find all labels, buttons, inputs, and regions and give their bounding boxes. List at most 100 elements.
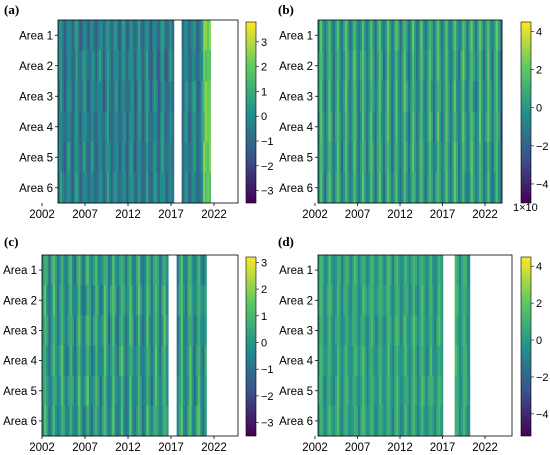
heatmap-cell — [472, 172, 476, 204]
heatmap-cell — [54, 315, 58, 346]
heatmap-cell — [181, 20, 185, 51]
heatmap-cell — [393, 345, 397, 377]
heatmap-cell — [120, 405, 124, 437]
heatmap-cell — [412, 345, 416, 377]
x-tick-label: 2007 — [345, 442, 371, 454]
heatmap-cell — [341, 285, 344, 316]
heatmap-cell — [454, 345, 458, 377]
heatmap-cell — [377, 255, 380, 286]
heatmap-cell — [334, 375, 338, 407]
heatmap-cell — [406, 345, 410, 377]
heatmap-cell — [427, 405, 431, 437]
heatmap-cell — [87, 172, 90, 204]
heatmap-cell — [104, 20, 108, 51]
heatmap-cell — [326, 81, 329, 112]
heatmap-cell — [91, 81, 94, 112]
heatmap-cell — [167, 172, 170, 204]
heatmap-cell — [445, 81, 449, 112]
heatmap-cell — [118, 142, 122, 173]
y-tick-label: Area 2 — [279, 61, 313, 73]
heatmap-cell — [384, 50, 388, 82]
heatmap-cell — [368, 50, 371, 82]
heatmap-cell — [433, 50, 436, 82]
heatmap-cell — [382, 81, 386, 112]
heatmap-cell — [199, 172, 202, 204]
heatmap-cell — [322, 50, 325, 82]
heatmap-cell — [426, 111, 430, 143]
heatmap-cell — [130, 20, 133, 51]
heatmap-cell — [328, 285, 332, 316]
heatmap-cell — [56, 375, 60, 407]
heatmap-cell — [357, 172, 361, 204]
heatmap-cell — [387, 345, 391, 377]
heatmap-cell — [445, 50, 449, 82]
heatmap-cell — [398, 345, 401, 377]
heatmap-cell — [451, 111, 455, 143]
heatmap-cell — [135, 255, 139, 286]
heatmap-cell — [80, 285, 83, 316]
heatmap-cell — [116, 315, 120, 346]
heatmap-cell — [86, 345, 90, 377]
heatmap-cell — [59, 50, 63, 82]
heatmap-cell — [85, 50, 88, 82]
heatmap-cell — [456, 255, 460, 286]
heatmap-cell — [65, 255, 68, 286]
heatmap-cell — [110, 111, 114, 143]
heatmap-cell — [189, 315, 192, 346]
heatmap-cell — [399, 172, 403, 204]
heatmap-cell — [204, 345, 207, 377]
heatmap-cell — [195, 111, 198, 143]
heatmap-cell — [463, 375, 466, 407]
heatmap-cell — [103, 315, 107, 346]
heatmap-cell — [419, 345, 422, 377]
heatmap-cell — [403, 142, 407, 173]
heatmap-cell — [122, 81, 125, 112]
heatmap-cell — [360, 405, 363, 437]
heatmap-cell — [103, 285, 107, 316]
heatmap-cell — [358, 405, 361, 437]
heatmap-cell — [101, 375, 105, 407]
heatmap-cell — [193, 375, 197, 407]
heatmap-cell — [50, 315, 54, 346]
heatmap-cell — [343, 111, 346, 143]
heatmap-cell — [399, 142, 403, 173]
heatmap-cell — [398, 285, 401, 316]
heatmap-cell — [328, 81, 331, 112]
heatmap-cell — [343, 405, 346, 437]
y-tick-label: Area 1 — [279, 265, 313, 277]
heatmap-cell — [91, 111, 94, 143]
heatmap-cell — [456, 81, 459, 112]
heatmap-cell — [71, 172, 75, 204]
heatmap-cell — [131, 285, 135, 316]
heatmap-cell — [353, 255, 357, 286]
heatmap-cell — [159, 50, 163, 82]
heatmap-cell — [131, 255, 135, 286]
heatmap-cell — [135, 315, 139, 346]
heatmap-cell — [99, 81, 102, 112]
heatmap-cell — [499, 50, 503, 82]
heatmap-cell — [193, 111, 196, 143]
heatmap-cell — [161, 345, 164, 377]
heatmap-cell — [421, 405, 424, 437]
heatmap-cell — [155, 20, 159, 51]
heatmap-cell — [391, 405, 395, 437]
heatmap-cell — [334, 142, 338, 173]
heatmap-cell — [127, 345, 130, 377]
heatmap-cell — [366, 375, 370, 407]
heatmap-cell — [382, 50, 386, 82]
heatmap-cell — [347, 20, 350, 51]
heatmap-cell — [122, 285, 126, 316]
heatmap-cell — [185, 50, 188, 82]
heatmap-cell — [112, 345, 115, 377]
heatmap-cell — [161, 111, 165, 143]
heatmap-cell — [200, 315, 203, 346]
plot-frame — [317, 19, 503, 204]
heatmap-cell — [187, 405, 190, 437]
heatmap-cell — [67, 81, 71, 112]
heatmap-cell — [118, 50, 122, 82]
heatmap-cell — [69, 142, 73, 173]
heatmap-cell — [393, 172, 396, 204]
heatmap-cell — [183, 285, 186, 316]
heatmap-cell — [132, 81, 135, 112]
